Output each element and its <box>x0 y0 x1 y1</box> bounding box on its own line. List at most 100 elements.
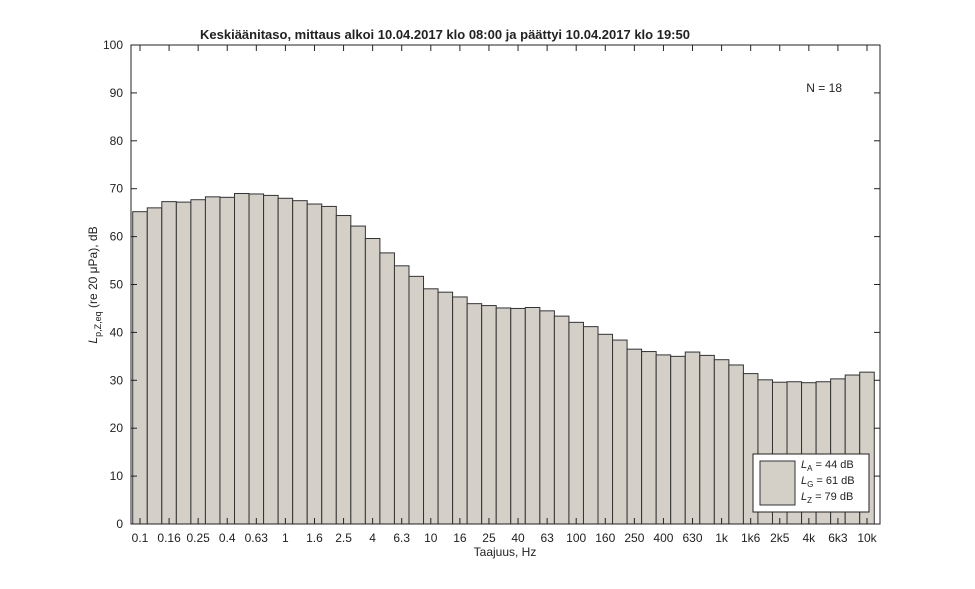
bar <box>728 364 744 525</box>
bar <box>190 199 206 525</box>
legend-entry: LZ = 79 dB <box>801 491 853 505</box>
y-tick-label: 0 <box>116 517 123 531</box>
bar <box>452 296 468 525</box>
x-tick-label: 4 <box>369 531 376 545</box>
bar <box>306 203 323 525</box>
x-tick-label: 1k <box>715 531 729 545</box>
x-tick-label: 630 <box>683 531 703 545</box>
bar <box>481 305 497 525</box>
bar <box>495 307 512 525</box>
x-tick-label: 2k5 <box>770 531 790 545</box>
x-tick-label: 4k <box>802 531 816 545</box>
x-tick-label: 10 <box>424 531 438 545</box>
x-tick-label: 250 <box>624 531 644 545</box>
legend-sub: G <box>807 480 813 489</box>
bar <box>408 275 425 525</box>
bar <box>641 351 657 525</box>
bar <box>466 303 483 525</box>
x-tick-label: 1.6 <box>306 531 323 545</box>
x-tick-label: 1 <box>282 531 289 545</box>
x-axis-label: Taajuus, Hz <box>474 545 537 559</box>
x-tick-label: 6k3 <box>828 531 848 545</box>
bar <box>335 215 352 525</box>
x-tick-label: 1k6 <box>741 531 761 545</box>
bar <box>437 291 454 525</box>
x-tick-label: 10k <box>857 531 877 545</box>
y-tick-label: 20 <box>110 421 124 435</box>
bar <box>292 200 308 525</box>
bar <box>132 211 148 525</box>
bar <box>670 355 686 525</box>
bar <box>277 197 294 525</box>
bar <box>161 201 177 525</box>
bar <box>263 194 279 525</box>
y-label-rest: (re 20 μPa), dB <box>86 226 100 311</box>
x-tick-label: 0.4 <box>219 531 236 545</box>
bar <box>612 339 628 525</box>
y-label-sub: p,Z,eq <box>93 311 103 337</box>
bar <box>582 326 599 525</box>
x-tick-label: 0.16 <box>157 531 181 545</box>
bar <box>364 238 381 525</box>
legend-symbol: L <box>801 459 807 471</box>
legend-patch <box>759 460 796 506</box>
bar <box>568 321 584 525</box>
x-tick-label: 2.5 <box>335 531 352 545</box>
x-tick-label: 16 <box>453 531 467 545</box>
bar <box>655 354 672 525</box>
chart-title: Keskiäänitaso, mittaus alkoi 10.04.2017 … <box>200 27 690 42</box>
x-tick-label: 0.1 <box>132 531 149 545</box>
x-tick-label: 40 <box>511 531 525 545</box>
bar <box>524 306 541 525</box>
y-tick-label: 30 <box>110 373 124 387</box>
y-axis-label: Lp,Z,eq (re 20 μPa), dB <box>86 226 103 343</box>
bar <box>146 207 163 525</box>
y-tick-label: 70 <box>110 182 124 196</box>
legend-entry: LA = 44 dB <box>801 459 854 473</box>
y-tick-label: 10 <box>110 469 124 483</box>
bar <box>248 193 265 525</box>
legend-text: = 61 dB <box>813 475 854 487</box>
y-tick-label: 90 <box>110 86 124 100</box>
bar <box>597 333 614 525</box>
bar <box>393 265 410 525</box>
bar <box>204 196 221 525</box>
legend-entry: LG = 61 dB <box>801 475 855 489</box>
x-tick-label: 6.3 <box>393 531 410 545</box>
x-tick-label: 160 <box>595 531 615 545</box>
legend-symbol: L <box>801 491 807 503</box>
x-tick-label: 100 <box>566 531 586 545</box>
bar <box>699 354 715 525</box>
y-tick-label: 100 <box>103 38 123 52</box>
annotation: N = 18 <box>806 81 842 95</box>
legend-sub: A <box>807 464 813 473</box>
bar <box>684 351 701 525</box>
x-tick-label: 400 <box>653 531 673 545</box>
bar <box>234 192 250 525</box>
legend-sub: Z <box>807 496 812 505</box>
legend-symbol: L <box>801 475 807 487</box>
y-label-symbol: L <box>86 337 100 344</box>
bar <box>379 252 395 525</box>
bar <box>539 310 555 525</box>
x-tick-label: 63 <box>540 531 554 545</box>
x-tick-label: 0.63 <box>245 531 269 545</box>
bar <box>713 359 730 525</box>
x-tick-label: 0.25 <box>186 531 210 545</box>
y-tick-label: 60 <box>110 230 124 244</box>
legend-text: = 44 dB <box>812 459 853 471</box>
bar <box>553 315 570 525</box>
legend-text: = 79 dB <box>812 491 853 503</box>
bar <box>219 196 236 525</box>
y-tick-label: 80 <box>110 134 124 148</box>
bar <box>321 205 337 525</box>
y-tick-label: 40 <box>110 325 124 339</box>
bar <box>350 225 366 525</box>
y-tick-label: 50 <box>110 278 124 292</box>
bar <box>510 307 526 525</box>
bar <box>423 288 439 525</box>
bar <box>626 348 643 525</box>
bar <box>175 201 192 525</box>
x-tick-label: 25 <box>482 531 496 545</box>
